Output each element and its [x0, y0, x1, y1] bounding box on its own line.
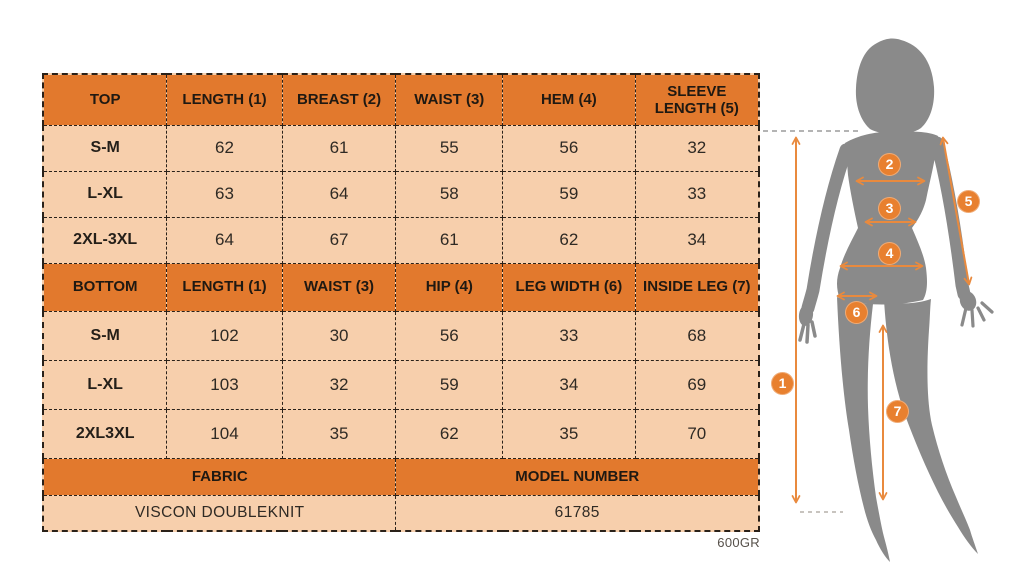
fabric-value: VISCON DOUBLEKNIT	[42, 494, 397, 532]
marker-5: 5	[957, 190, 980, 213]
fabric-header-cell: FABRIC	[42, 457, 397, 496]
model-number-header-cell: MODEL NUMBER	[395, 457, 760, 496]
table-row: 2XL3XL 104 35 62 35 70	[42, 408, 760, 459]
measurement-value: 104	[166, 408, 283, 459]
measurement-value: 34	[502, 359, 636, 410]
size-label: S-M	[42, 310, 168, 361]
measurement-value: 59	[502, 170, 636, 218]
measurement-value: 70	[634, 408, 760, 459]
table-row: S-M 102 30 56 33 68	[42, 310, 760, 361]
table-row: L-XL 103 32 59 34 69	[42, 359, 760, 410]
measurement-value: 62	[395, 408, 504, 459]
table-row: S-M 62 61 55 56 32	[42, 124, 760, 172]
silhouette-left-leg	[837, 297, 890, 562]
header-cell: HEM (4)	[502, 73, 636, 126]
header-cell: TOP	[42, 73, 168, 126]
header-cell: WAIST (3)	[395, 73, 504, 126]
measurement-value: 62	[502, 216, 636, 264]
measurement-arrow-5-sleeve	[939, 136, 973, 286]
measurement-value: 58	[395, 170, 504, 218]
silhouette-left-fingers	[798, 320, 817, 344]
size-label: L-XL	[42, 170, 168, 218]
marker-6: 6	[845, 301, 868, 324]
marker-4: 4	[878, 242, 901, 265]
measurement-value: 67	[281, 216, 397, 264]
marker-1: 1	[771, 372, 794, 395]
measurement-value: 63	[166, 170, 283, 218]
silhouette-right-fingers	[960, 301, 994, 328]
model-number-value: 61785	[395, 494, 760, 532]
measurement-value: 56	[502, 124, 636, 172]
silhouette-right-arm	[930, 136, 971, 301]
body-diagram	[763, 38, 994, 562]
measurement-value: 64	[281, 170, 397, 218]
header-cell: SLEEVE LENGTH (5)	[634, 73, 760, 126]
marker-2: 2	[878, 153, 901, 176]
measurement-value: 64	[166, 216, 283, 264]
header-cell: LEG WIDTH (6)	[502, 262, 636, 312]
weight-footnote: 600GR	[717, 535, 760, 550]
measurement-value: 33	[634, 170, 760, 218]
silhouette-left-arm	[801, 143, 853, 315]
measurement-value: 35	[502, 408, 636, 459]
measurement-value: 69	[634, 359, 760, 410]
measurement-value: 55	[395, 124, 504, 172]
header-cell: LENGTH (1)	[166, 262, 283, 312]
measurement-value: 34	[634, 216, 760, 264]
size-label: 2XL-3XL	[42, 216, 168, 264]
header-cell: LENGTH (1)	[166, 73, 283, 126]
size-label: 2XL3XL	[42, 408, 168, 459]
measurement-value: 102	[166, 310, 283, 361]
bottom-header-row: BOTTOM LENGTH (1) WAIST (3) HIP (4) LEG …	[42, 262, 760, 312]
top-header-row: TOP LENGTH (1) BREAST (2) WAIST (3) HEM …	[42, 73, 760, 126]
female-silhouette	[798, 38, 994, 562]
header-cell: INSIDE LEG (7)	[634, 262, 760, 312]
measurement-value: 62	[166, 124, 283, 172]
header-cell: WAIST (3)	[281, 262, 397, 312]
measurement-value: 59	[395, 359, 504, 410]
size-label: S-M	[42, 124, 168, 172]
measurement-value: 32	[281, 359, 397, 410]
footer-header-row: FABRIC MODEL NUMBER	[42, 457, 760, 496]
header-cell: BREAST (2)	[281, 73, 397, 126]
size-table: TOP LENGTH (1) BREAST (2) WAIST (3) HEM …	[42, 73, 760, 532]
silhouette-head	[855, 38, 935, 135]
measurement-value: 68	[634, 310, 760, 361]
silhouette-right-leg	[884, 299, 978, 554]
measurement-value: 56	[395, 310, 504, 361]
measurement-value: 61	[395, 216, 504, 264]
header-cell: BOTTOM	[42, 262, 168, 312]
measurement-value: 103	[166, 359, 283, 410]
measurement-value: 35	[281, 408, 397, 459]
table-row: 2XL-3XL 64 67 61 62 34	[42, 216, 760, 264]
silhouette-left-hand	[798, 304, 814, 326]
measurement-value: 30	[281, 310, 397, 361]
measurement-value: 33	[502, 310, 636, 361]
size-label: L-XL	[42, 359, 168, 410]
marker-7: 7	[886, 400, 909, 423]
header-cell: HIP (4)	[395, 262, 504, 312]
marker-3: 3	[878, 197, 901, 220]
footer-value-row: VISCON DOUBLEKNIT 61785	[42, 494, 760, 532]
silhouette-right-hand	[959, 291, 977, 311]
measurement-value: 61	[281, 124, 397, 172]
measurement-value: 32	[634, 124, 760, 172]
table-row: L-XL 63 64 58 59 33	[42, 170, 760, 218]
